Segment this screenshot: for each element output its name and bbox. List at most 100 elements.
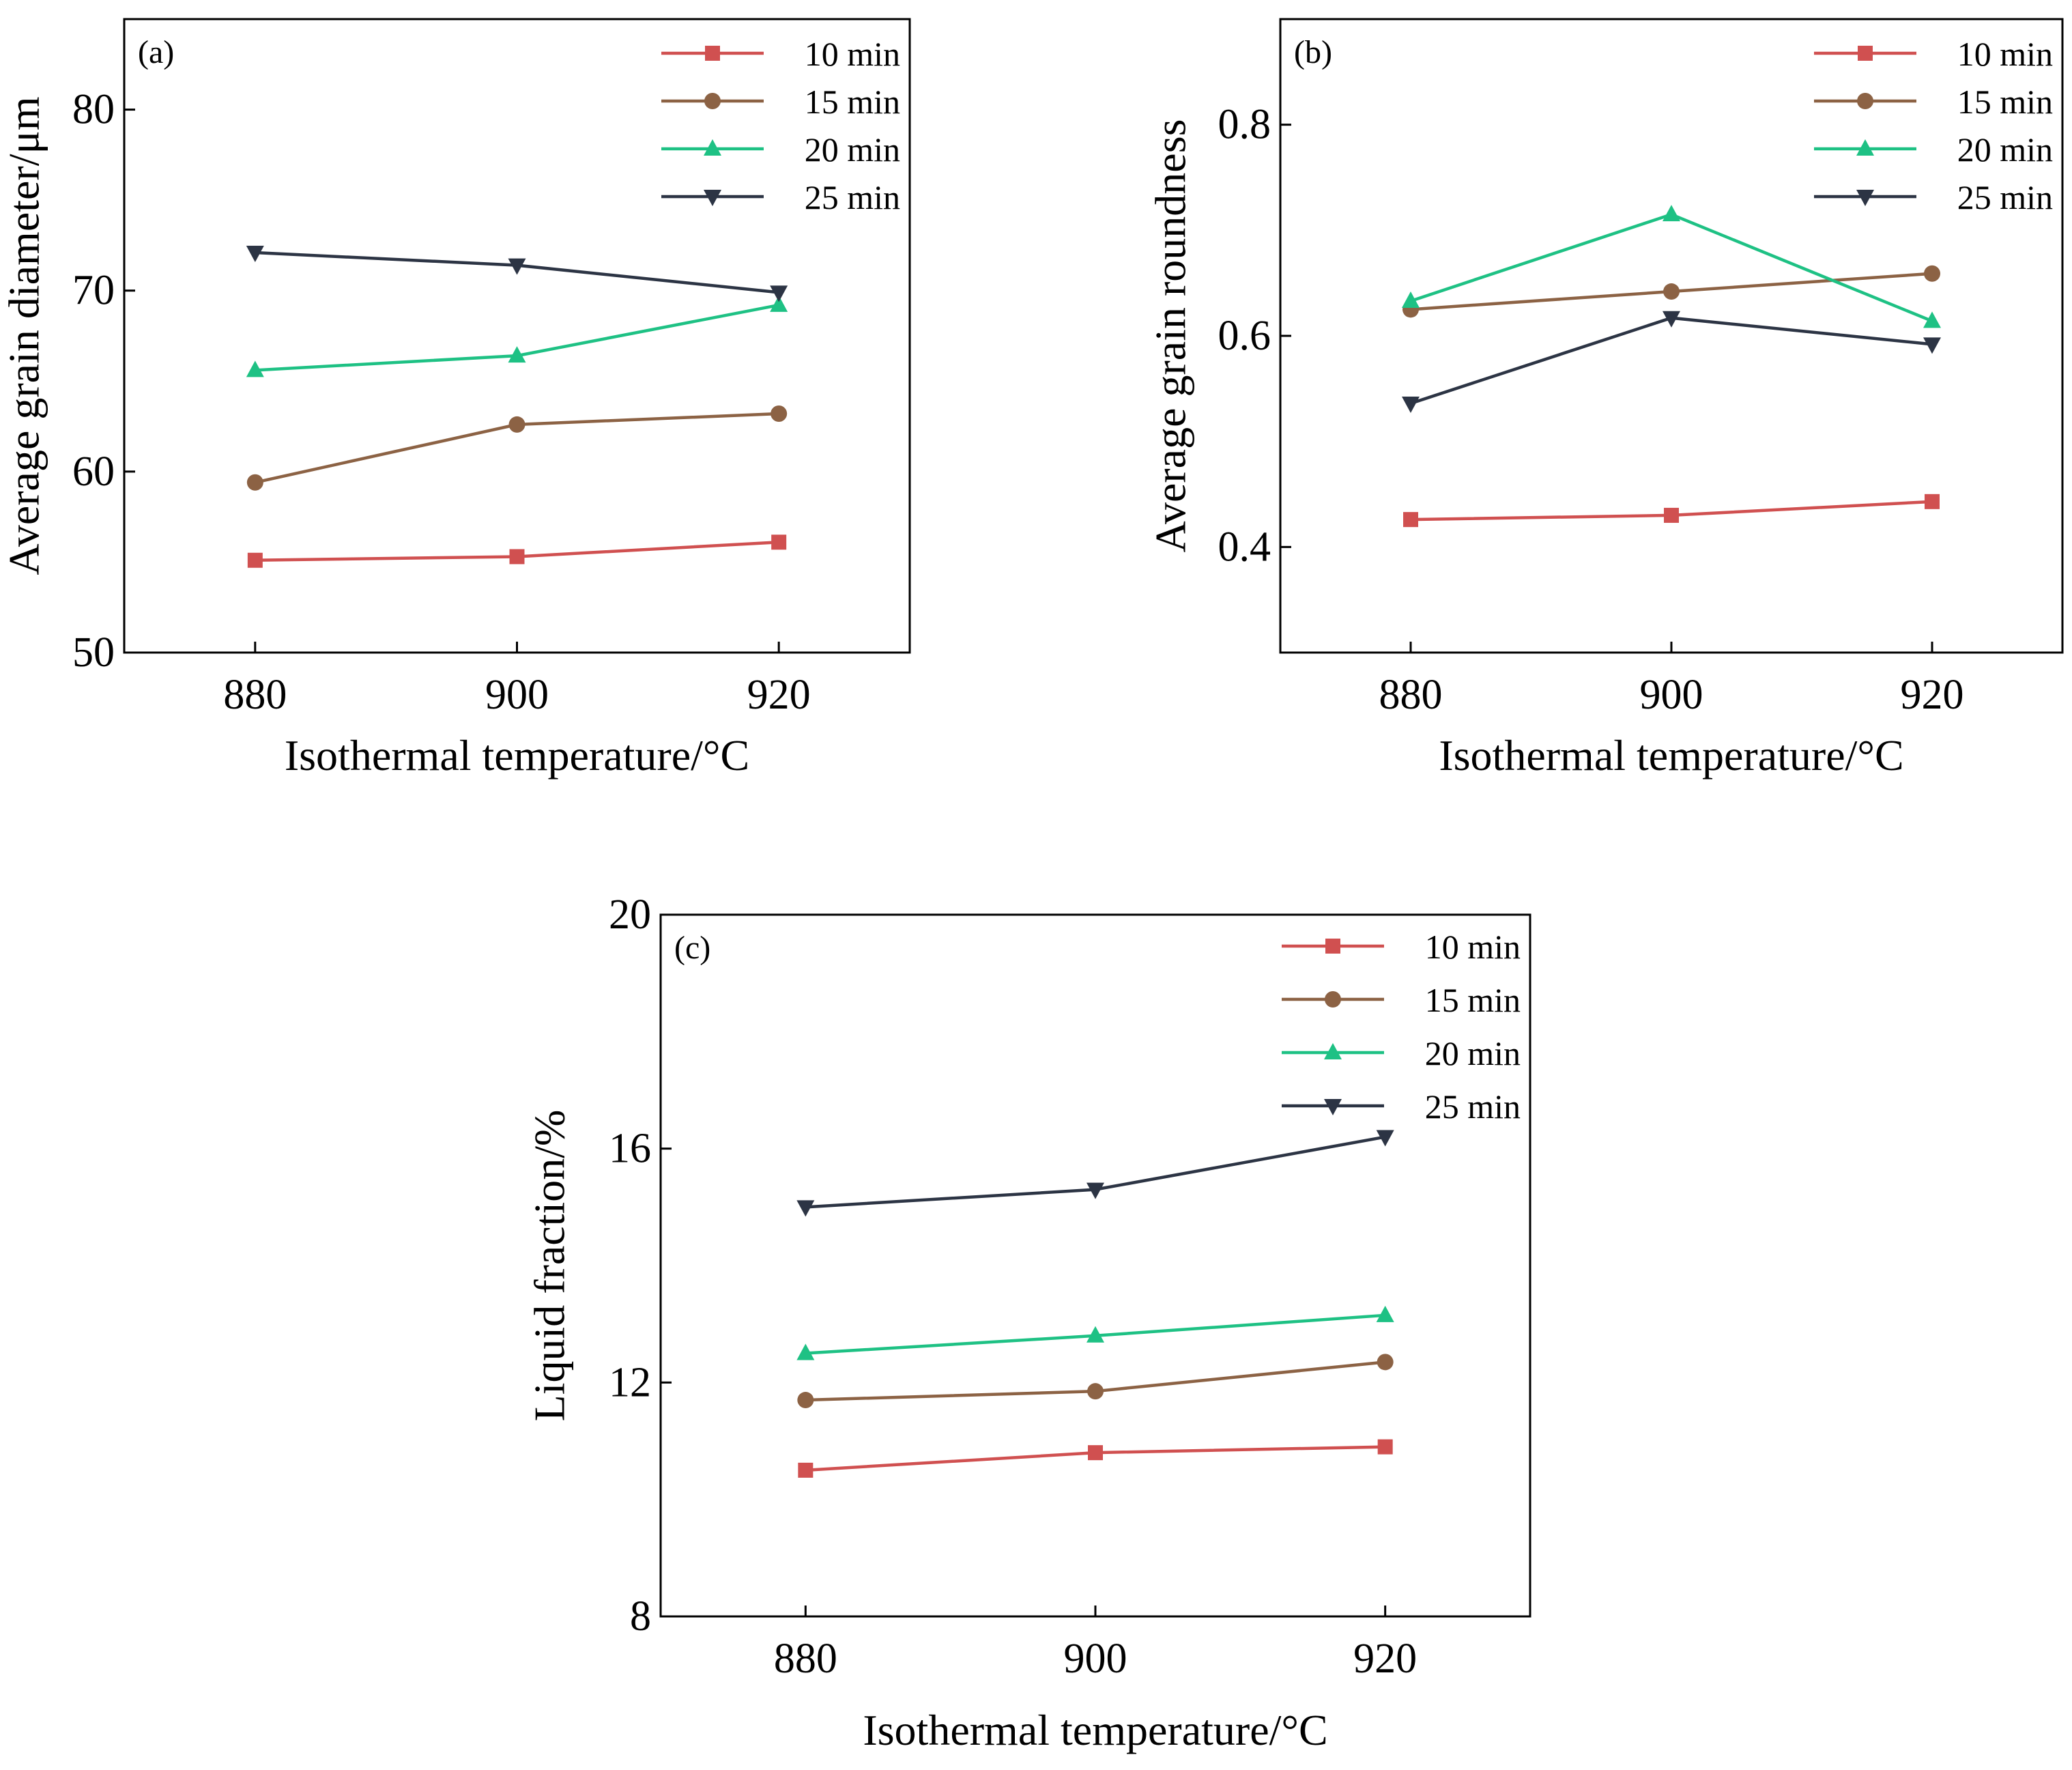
legend-marker [1858,46,1873,61]
panel-a: 880 900 920 50 60 70 80 Isothermal temperature/… [0,18,911,780]
y-tick-label: 70 [72,268,115,314]
data-point [1925,494,1940,509]
panel-label: (b) [1294,34,1332,70]
data-point [1663,283,1680,300]
data-point [247,552,263,568]
data-point [1377,1439,1393,1455]
data-point [771,534,787,550]
legend-item: 20 min [1814,130,2053,169]
y-tick-label: 50 [72,629,115,676]
data-point [1376,1305,1394,1322]
y-tick-label: 16 [609,1126,651,1172]
data-point [1376,1130,1394,1147]
legend-item: 25 min [1814,178,2053,216]
data-point [1663,311,1680,328]
data-point [798,1462,814,1478]
data-point [1088,1445,1103,1461]
x-tick-label: 920 [1353,1636,1417,1682]
y-tick-label: 20 [609,891,651,938]
legend: 10 min 15 min 20 min 25 min [1814,35,2053,216]
data-point [1663,205,1680,222]
data-point [1924,265,1940,282]
x-tick-label: 900 [485,672,549,718]
legend-label: 15 min [805,83,900,121]
data-point [246,360,264,377]
x-axis-title: Isothermal temperature/°C [863,1706,1327,1754]
data-point [1087,1383,1104,1400]
legend-label: 10 min [1425,928,1521,966]
legend-label: 20 min [1425,1034,1521,1072]
data-point [1403,512,1418,528]
x-tick-label: 920 [1901,672,1964,718]
data-point [1377,1354,1394,1371]
legend: 10 min 15 min 20 min 25 min [1282,928,1521,1126]
panel-label: (a) [138,34,174,70]
x-tick-label: 880 [774,1636,837,1682]
legend-label: 10 min [1957,35,2053,73]
legend-item: 10 min [1814,35,2053,73]
legend-item: 15 min [661,83,900,121]
data-point [1087,1326,1104,1343]
data-point [508,258,526,275]
legend-item: 20 min [1282,1034,1521,1072]
legend-marker [705,46,720,61]
legend-item: 25 min [1282,1087,1521,1126]
data-point [246,246,264,263]
series-20-min [796,1305,1394,1360]
legend-label: 25 min [1425,1087,1521,1126]
data-point [1402,396,1420,413]
legend-item: 10 min [1282,928,1521,966]
legend-marker [704,190,721,206]
legend-item: 25 min [661,178,900,216]
data-point [796,1343,815,1360]
series-25-min [1402,311,1941,413]
data-point [508,346,526,363]
series-10-min [247,534,787,568]
data-point [770,285,788,302]
legend-marker [704,93,721,109]
data-point [1923,311,1941,328]
y-tick-label: 12 [609,1359,651,1405]
series-10-min [798,1439,1393,1478]
series-20-min [246,295,788,377]
data-point [246,474,263,491]
data-point [1087,1182,1104,1199]
data-point [796,1200,815,1217]
legend: 10 min 15 min 20 min 25 min [661,35,900,216]
legend-marker [1325,991,1341,1008]
legend-marker [1856,190,1874,206]
legend-marker [1856,139,1874,156]
x-tick-label: 920 [747,672,811,718]
data-point [509,549,525,565]
y-tick-label: 80 [72,87,115,133]
series-25-min [246,246,788,302]
legend-label: 15 min [1957,83,2053,121]
legend-marker [1857,93,1873,109]
series-10-min [1403,494,1940,528]
panel-b: 880 900 920 0.4 0.6 0.8 Isothermal temperature… [1147,18,2064,780]
x-axis-title: Isothermal temperature/°C [1439,731,1903,780]
legend-marker [704,139,721,156]
y-tick-label: 0.4 [1218,524,1271,570]
y-tick-label: 60 [72,448,115,495]
legend-label: 25 min [805,178,900,216]
legend-label: 20 min [805,130,900,169]
y-tick-label: 0.6 [1218,313,1271,359]
panel-label: (c) [674,930,710,966]
legend-label: 15 min [1425,981,1521,1019]
y-axis-title: Liquid fraction/% [526,1110,574,1422]
legend-label: 25 min [1957,178,2053,216]
legend-marker [1324,1099,1342,1115]
x-tick-label: 880 [223,672,287,718]
data-point [1402,291,1420,308]
panel-c: 880 900 920 8 12 16 20 Isothermal temperature/°… [526,891,1531,1754]
data-point [1923,337,1941,354]
legend-marker [1324,1043,1342,1059]
x-tick-label: 900 [1064,1636,1127,1682]
legend-label: 10 min [805,35,900,73]
series-15-min [797,1354,1394,1409]
data-point [770,295,788,312]
x-tick-label: 900 [1640,672,1703,718]
